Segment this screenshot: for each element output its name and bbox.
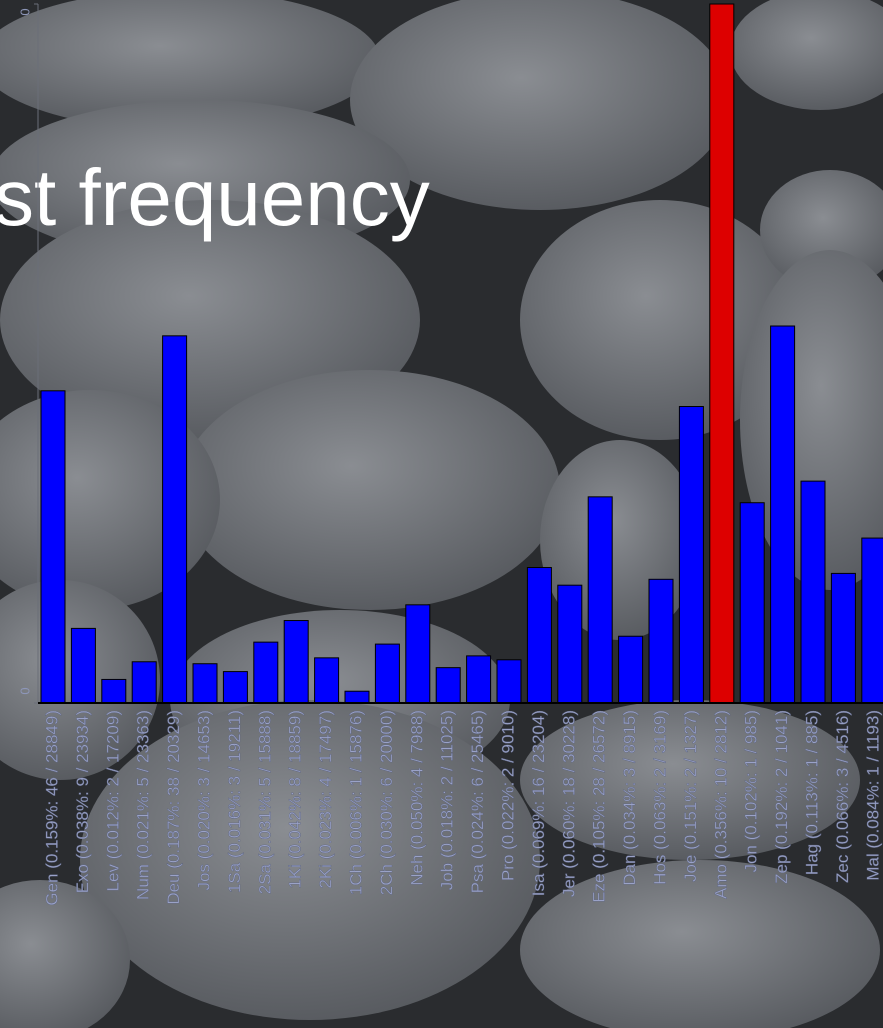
x-tick-label: Jon (0.102%: 1 / 985) bbox=[742, 710, 761, 873]
x-tick-label: 2Ch (0.030%: 6 / 20000) bbox=[377, 710, 396, 895]
bar bbox=[314, 657, 340, 704]
bar bbox=[435, 667, 461, 704]
x-tick-label: Jer (0.060%: 18 / 30228) bbox=[559, 710, 578, 897]
bar bbox=[648, 578, 674, 704]
bar bbox=[526, 567, 552, 704]
y-tick-label: 0 bbox=[17, 8, 32, 15]
bar bbox=[830, 572, 856, 704]
x-tick-label: Zep (0.192%: 2 / 1041) bbox=[772, 710, 791, 884]
x-tick-label: Eze (0.105%: 28 / 26572) bbox=[590, 710, 609, 903]
x-tick-label: Pro (0.022%: 2 / 9010) bbox=[498, 710, 517, 881]
x-tick-label: 2Sa (0.031%: 5 / 15888) bbox=[255, 710, 274, 894]
x-tick-label: Dan (0.034%: 3 / 8915) bbox=[620, 710, 639, 886]
x-tick-label: Exo (0.038%: 9 / 23934) bbox=[73, 710, 92, 893]
x-tick-label: Jos (0.020%: 3 / 14653) bbox=[194, 710, 213, 891]
bar bbox=[283, 620, 309, 704]
x-tick-label: Deu (0.187%: 38 / 20329) bbox=[164, 710, 183, 905]
bar bbox=[770, 325, 796, 704]
x-tick-label: Gen (0.159%: 46 / 28849) bbox=[42, 710, 61, 906]
bar bbox=[861, 537, 883, 704]
chart-title: st frequency bbox=[0, 153, 430, 242]
bar bbox=[466, 655, 492, 704]
x-tick-label: Psa (0.024%: 6 / 25465) bbox=[468, 710, 487, 893]
x-tick-label: Hos (0.063%: 2 / 3169) bbox=[650, 710, 669, 885]
x-tick-label: Mal (0.084%: 1 / 1193) bbox=[863, 710, 882, 881]
x-tick-label: Num (0.021%: 5 / 23363) bbox=[134, 710, 153, 900]
bar bbox=[162, 335, 188, 704]
x-tick-label: Lev (0.012%: 2 / 17209) bbox=[103, 710, 122, 891]
bar bbox=[557, 584, 583, 704]
x-tick-label: Isa (0.069%: 16 / 23204) bbox=[529, 710, 548, 896]
bar bbox=[253, 641, 279, 704]
x-tick-label: Zec (0.066%: 3 / 4516) bbox=[833, 710, 852, 883]
x-tick-label: 1Sa (0.016%: 3 / 19211) bbox=[225, 710, 244, 893]
x-tick-label: 1Ch (0.006%: 1 / 15876) bbox=[346, 710, 365, 895]
bar bbox=[618, 635, 644, 704]
x-tick-label: Amo (0.356%: 10 / 2812) bbox=[711, 710, 730, 899]
bar bbox=[587, 496, 613, 704]
bar bbox=[800, 480, 826, 704]
x-tick-label: Neh (0.050%: 4 / 7988) bbox=[407, 710, 426, 886]
x-tick-label: Hag (0.113%: 1 / 885) bbox=[802, 710, 821, 875]
x-tick-label: Job (0.018%: 2 / 11025) bbox=[438, 710, 457, 890]
bar bbox=[222, 671, 248, 704]
bar bbox=[374, 643, 400, 704]
x-tick-label: 1Ki (0.042%: 8 / 18859) bbox=[286, 710, 305, 889]
bar bbox=[678, 406, 704, 704]
bar bbox=[709, 3, 735, 704]
x-tick-label: Joe (0.151%: 2 / 1327) bbox=[681, 710, 700, 882]
bar bbox=[101, 678, 127, 704]
bar bbox=[40, 390, 66, 704]
bar bbox=[496, 659, 522, 704]
bar bbox=[70, 627, 96, 704]
bar bbox=[344, 690, 370, 704]
bar bbox=[739, 502, 765, 704]
plot-area bbox=[40, 3, 883, 704]
bar bbox=[192, 663, 218, 704]
y-tick-label: 0 bbox=[17, 687, 32, 694]
x-tick-label: 2Ki (0.023%: 4 / 17497) bbox=[316, 710, 335, 889]
bar bbox=[131, 661, 157, 704]
bar bbox=[405, 604, 431, 704]
